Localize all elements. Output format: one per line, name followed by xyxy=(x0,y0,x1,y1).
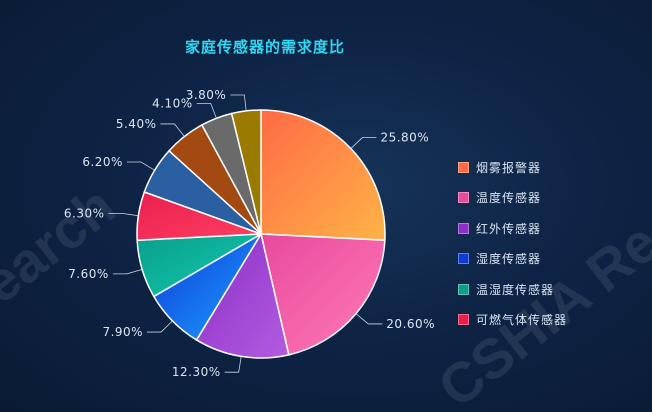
legend-item[interactable]: 烟雾报警器 xyxy=(458,152,567,183)
pie-slice xyxy=(230,109,262,235)
legend-item[interactable]: 温湿度传感器 xyxy=(458,274,567,305)
pie-slice xyxy=(260,109,386,242)
leader-line xyxy=(147,320,173,333)
leader-line xyxy=(126,161,155,171)
slice-value-label: 7.90% xyxy=(102,325,143,339)
legend-label: 可燃气体传感器 xyxy=(476,313,568,328)
legend-swatch xyxy=(458,222,469,234)
slice-value-label: 3.80% xyxy=(186,88,227,102)
leader-line xyxy=(355,313,383,325)
legend-item[interactable]: 温度传感器 xyxy=(458,183,567,214)
chart-legend: 烟雾报警器温度传感器红外传感器湿度传感器温湿度传感器 可燃气体传感器 xyxy=(458,152,567,335)
slice-value-label: 12.30% xyxy=(172,365,221,379)
legend-label: 温湿度传感器 xyxy=(476,282,555,297)
leader-line xyxy=(112,268,143,275)
legend-swatch xyxy=(458,161,469,173)
pie-slice xyxy=(260,233,386,356)
legend-swatch xyxy=(458,192,469,204)
slice-value-label: 6.20% xyxy=(82,155,123,169)
legend-label: 温度传感器 xyxy=(476,191,542,206)
leader-line xyxy=(350,137,377,149)
legend-item[interactable]: 可燃气体传感器 xyxy=(458,305,567,336)
chart-title: 家庭传感器的需求度比 xyxy=(184,38,345,56)
leader-line xyxy=(224,356,242,373)
pie-slice xyxy=(195,232,290,359)
legend-label: 湿度传感器 xyxy=(476,252,542,267)
slice-value-label: 7.60% xyxy=(68,267,109,281)
legend-label: 烟雾报警器 xyxy=(476,160,542,175)
slice-value-label: 5.40% xyxy=(116,117,157,131)
leader-line xyxy=(160,123,185,137)
legend-swatch xyxy=(458,314,469,326)
leader-line xyxy=(108,213,139,217)
legend-swatch xyxy=(458,253,469,265)
legend-item[interactable]: 红外传感器 xyxy=(458,213,567,244)
slice-value-label: 25.80% xyxy=(380,131,429,145)
leader-line xyxy=(196,102,217,119)
slice-value-label: 20.60% xyxy=(386,317,435,331)
leader-line xyxy=(230,94,247,111)
legend-label: 红外传感器 xyxy=(476,221,542,236)
slice-value-label: 6.30% xyxy=(64,206,105,220)
legend-swatch xyxy=(458,283,469,295)
slice-value-label: 4.10% xyxy=(152,96,193,110)
legend-item[interactable]: 湿度传感器 xyxy=(458,244,567,275)
